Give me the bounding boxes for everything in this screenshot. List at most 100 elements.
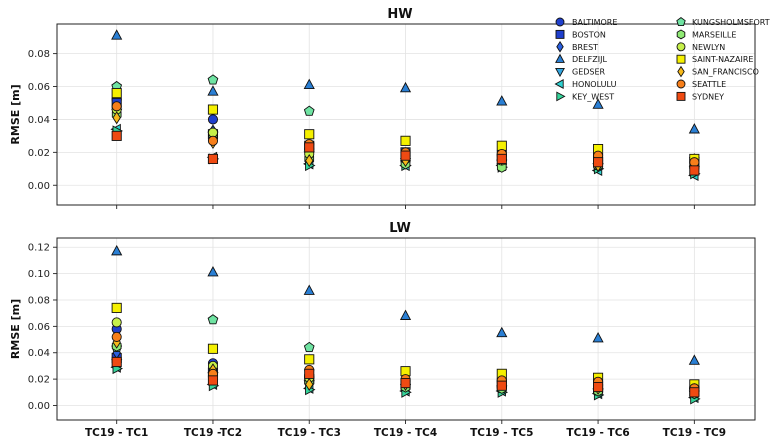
point-san-francisco	[305, 153, 314, 168]
point-delfzijl	[207, 85, 219, 96]
point-kungsholmsfort	[303, 105, 315, 116]
data-markers	[110, 244, 701, 405]
point-delfzijl	[303, 78, 315, 90]
y-tick-label: 0.12	[28, 243, 50, 254]
x-tick-label: TC19 - TC3	[278, 427, 341, 438]
y-tick-label: 0.10	[28, 269, 50, 280]
y-axis-label: RMSE [m]	[9, 84, 22, 144]
legend-marker-saint-nazaire	[676, 54, 686, 64]
point-sydney	[689, 387, 700, 398]
point-sydney	[496, 380, 507, 391]
point-delfzijl	[399, 309, 412, 320]
data-markers	[110, 29, 701, 181]
legend-label: KUNGSHOLMSFORT	[692, 18, 770, 27]
point-sydney	[304, 142, 315, 153]
point-saint-nazaire	[207, 343, 219, 354]
point-saint-nazaire	[304, 354, 315, 365]
lw-panel: 0.00 0.02 0.04 0.06 0.08 0.10 0.12 TC19 - TC1 TC…	[9, 221, 756, 438]
point-sydney	[496, 153, 507, 164]
point-seattle	[111, 101, 122, 112]
y-tick-label: 0.02	[28, 148, 50, 159]
point-sydney	[207, 375, 219, 386]
point-seattle	[207, 135, 219, 146]
x-tick-label: TC19 -TC2	[184, 427, 242, 438]
x-tick-label: TC19 - TC4	[374, 427, 437, 438]
point-sydney	[111, 356, 122, 368]
point-sydney	[400, 150, 411, 161]
point-sydney	[593, 157, 604, 168]
point-san-francisco	[112, 111, 121, 125]
legend-marker-seattle	[676, 79, 686, 89]
y-tick-label: 0.04	[28, 348, 50, 359]
legend-label: SAINT-NAZAIRE	[692, 55, 753, 64]
legend-item-san-francisco: SAN_FRANCISCO	[677, 65, 759, 78]
point-delfzijl	[496, 326, 508, 338]
point-newlyn	[111, 317, 122, 328]
point-saint-nazaire	[111, 88, 122, 99]
y-tick-label: 0.02	[28, 375, 50, 386]
legend-item-seattle: SEATTLE	[676, 79, 726, 89]
x-tick-label: TC19 - TC6	[566, 427, 629, 438]
x-tick-label: TC19 - TC1	[85, 427, 148, 438]
legend-marker-honolulu	[554, 79, 564, 89]
point-delfzijl	[399, 81, 412, 93]
legend-marker-delfzijl	[555, 53, 565, 63]
legend-label: MARSEILLE	[692, 30, 736, 39]
legend-item-key-west: KEY_WEST	[556, 91, 614, 102]
point-sydney	[689, 165, 700, 176]
legend-label: GEDSER	[572, 68, 606, 77]
y-tick-label: 0.08	[28, 295, 50, 306]
point-delfzijl	[303, 284, 315, 295]
point-kungsholmsfort	[303, 341, 315, 353]
point-san-francisco	[305, 377, 314, 391]
point-delfzijl	[496, 95, 508, 106]
legend-item-boston: BOSTON	[555, 29, 606, 39]
point-sydney	[111, 130, 122, 141]
plot-area	[57, 24, 755, 205]
legend-marker-key-west	[556, 91, 566, 102]
point-sydney	[400, 378, 411, 389]
point-saint-nazaire	[304, 129, 315, 140]
point-delfzijl	[111, 29, 123, 40]
y-tick-label: 0.00	[28, 181, 50, 192]
point-delfzijl	[688, 123, 700, 134]
x-tick-label: TC19 - TC5	[470, 427, 533, 438]
panel-title: LW	[389, 221, 411, 236]
legend-marker-brest	[556, 40, 564, 53]
y-tick-label: 0.08	[28, 49, 50, 60]
legend-label: SAN_FRANCISCO	[692, 68, 759, 77]
legend-item-gedser: GEDSER	[555, 67, 606, 78]
point-saint-nazaire	[207, 104, 219, 115]
legend-marker-boston	[555, 29, 565, 39]
legend-label: HONOLULU	[572, 80, 617, 89]
legend-label: DELFZIJL	[572, 55, 607, 64]
x-tick-label: TC19 - TC9	[663, 427, 726, 438]
y-axis-label: RMSE [m]	[9, 299, 22, 359]
point-delfzijl	[207, 266, 219, 277]
legend-item-newlyn: NEWLYN	[676, 42, 725, 52]
legend-marker-san-francisco	[677, 65, 685, 78]
legend-item-saint-nazaire: SAINT-NAZAIRE	[676, 54, 753, 64]
point-seattle	[111, 331, 122, 342]
axes-frame	[56, 237, 756, 421]
legend-item-baltimore: BALTIMORE	[555, 17, 617, 27]
legend-marker-baltimore	[555, 17, 565, 27]
legend-item-honolulu: HONOLULU	[554, 79, 617, 89]
point-delfzijl	[688, 354, 700, 365]
legend-marker-gedser	[555, 67, 565, 78]
y-tick-label: 0.06	[28, 322, 50, 333]
point-kungsholmsfort	[207, 74, 219, 85]
y-tick-label: 0.00	[28, 401, 50, 412]
point-delfzijl	[592, 98, 604, 109]
legend-marker-newlyn	[676, 42, 686, 52]
y-tick-label: 0.06	[28, 82, 50, 93]
legend-item-brest: BREST	[556, 40, 598, 53]
legend-label: BREST	[572, 43, 598, 52]
point-kungsholmsfort	[207, 314, 219, 325]
point-baltimore	[207, 114, 219, 125]
legend-label: SYDNEY	[692, 92, 724, 101]
legend: BALTIMORE BOSTON BREST DELFZIJL GEDSER HONOLU…	[554, 17, 770, 102]
legend-label: NEWLYN	[692, 43, 725, 52]
point-saint-nazaire	[400, 135, 411, 146]
